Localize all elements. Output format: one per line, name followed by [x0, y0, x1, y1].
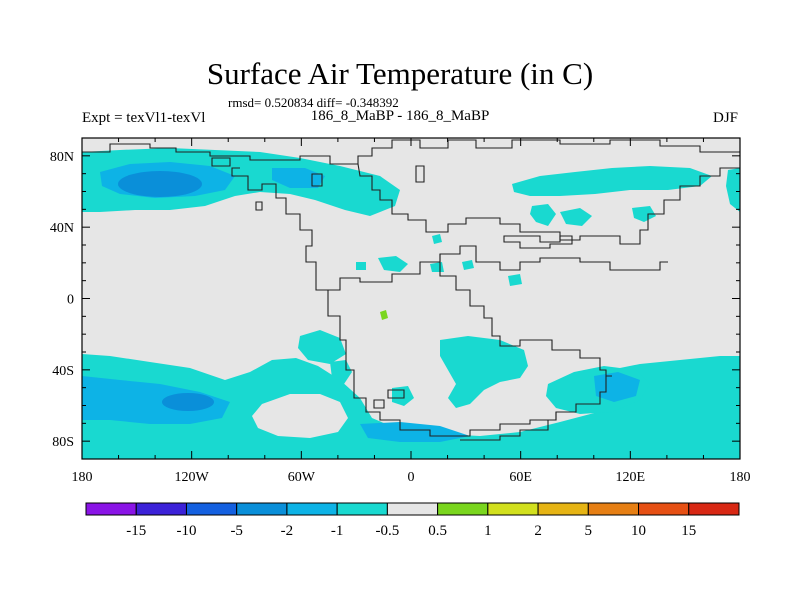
map-panel: 180 120W 60W 0 60E 120E 180 80N 40N 0 40S 80S: [50, 137, 751, 485]
colorbar-swatch: [688, 502, 740, 516]
coastline-tethys-south: [316, 245, 668, 291]
map-ticks: [81, 137, 741, 460]
statistics-subtitle: rmsd= 0.520834 diff= -0.348392: [228, 95, 399, 110]
y-tick-label: 40N: [50, 221, 74, 236]
coastlines: [82, 139, 740, 441]
colorbar-label: 10: [631, 523, 646, 539]
tethys-patch: [378, 256, 408, 272]
siberia-patch-2: [560, 208, 592, 226]
map-tick-labels: 180 120W 60W 0 60E 120E 180 80N 40N 0 40S 80S: [50, 150, 751, 485]
y-tick-label: 40S: [52, 364, 74, 379]
siberia-patch-1: [530, 204, 556, 226]
africa-south-anomaly: [440, 336, 528, 408]
south-atlantic-anomaly: [360, 422, 470, 442]
colorbar-swatch: [487, 502, 539, 516]
small-patch-e: [432, 234, 442, 244]
colorbar-swatch: [236, 502, 288, 516]
colorbar: -15 -10 -5 -2 -1 -0.5 0.5 1 2 5 10 15: [85, 502, 740, 539]
colorbar-swatch: [185, 502, 238, 516]
colorbar-label: -5: [230, 523, 243, 539]
x-tick-label: 60W: [288, 470, 316, 485]
colorbar-swatch: [386, 502, 439, 516]
south-atlantic-patch-1: [298, 330, 346, 364]
warm-anomaly-patch: [380, 310, 388, 320]
x-tick-label: 120W: [175, 470, 210, 485]
coastline-antarctic-east: [460, 412, 557, 441]
colorbar-label: -10: [176, 523, 196, 539]
plot-title: Surface Air Temperature (in C): [206, 56, 594, 91]
colorbar-swatch: [336, 502, 388, 516]
x-tick-label: 120E: [616, 470, 646, 485]
small-patch-a: [356, 262, 366, 270]
anomaly-fields: [82, 148, 740, 459]
east-edge-anomaly: [726, 168, 740, 212]
colorbar-label: 1: [484, 523, 492, 539]
coastline-island-5: [387, 389, 405, 399]
x-tick-label: 180: [72, 470, 93, 485]
colorbar-label: -15: [126, 523, 146, 539]
coastline-laurasia-west: [231, 167, 607, 437]
coastline-island-4: [311, 173, 323, 187]
colorbar-label: -2: [281, 523, 294, 539]
colorbar-label: 2: [534, 523, 542, 539]
y-tick-label: 80N: [50, 150, 74, 165]
colorbar-swatch: [437, 502, 489, 516]
colorbar-label: 0.5: [428, 523, 447, 539]
x-tick-label: 60E: [509, 470, 532, 485]
colorbar-label: -1: [331, 523, 344, 539]
eurasia-anomaly: [512, 166, 712, 196]
coastline-island-2: [255, 201, 263, 211]
south-africa-patch: [392, 386, 414, 406]
south-pacific-core: [162, 393, 214, 411]
x-tick-label: 0: [408, 470, 415, 485]
colorbar-swatch: [85, 502, 137, 516]
period-label: 186_8_MaBP - 186_8_MaBP: [310, 108, 490, 124]
season-label: DJF: [712, 110, 738, 126]
southern-ocean-anomaly: [82, 354, 740, 459]
small-patch-c: [462, 260, 474, 270]
x-tick-label: 180: [730, 470, 751, 485]
siberia-patch-3: [632, 206, 656, 222]
coastline-north: [82, 139, 740, 165]
south-pacific-anomaly: [82, 376, 230, 424]
colorbar-swatch: [135, 502, 187, 516]
colorbar-swatch: [537, 502, 589, 516]
y-tick-label: 80S: [52, 435, 74, 450]
north-pacific-core: [118, 171, 202, 197]
southern-neutral-hole: [252, 394, 348, 438]
y-tick-label: 0: [67, 293, 74, 308]
coastline-island-1: [211, 157, 231, 167]
coastline-island-6: [373, 399, 385, 409]
coastline-tethys-north: [357, 163, 740, 245]
coastline-inner-sea: [503, 235, 573, 249]
coastline-island-3: [415, 165, 425, 183]
colorbar-label: -0.5: [376, 523, 400, 539]
colorbar-label: 15: [681, 523, 696, 539]
experiment-label: Expt = texVl1-texVl: [82, 110, 206, 126]
colorbar-swatch: [286, 502, 338, 516]
colorbar-label: 5: [585, 523, 593, 539]
coastline-gondwana-east: [439, 254, 612, 377]
small-patch-d: [508, 274, 522, 286]
colorbar-swatch: [638, 502, 690, 516]
colorbar-swatch: [587, 502, 640, 516]
